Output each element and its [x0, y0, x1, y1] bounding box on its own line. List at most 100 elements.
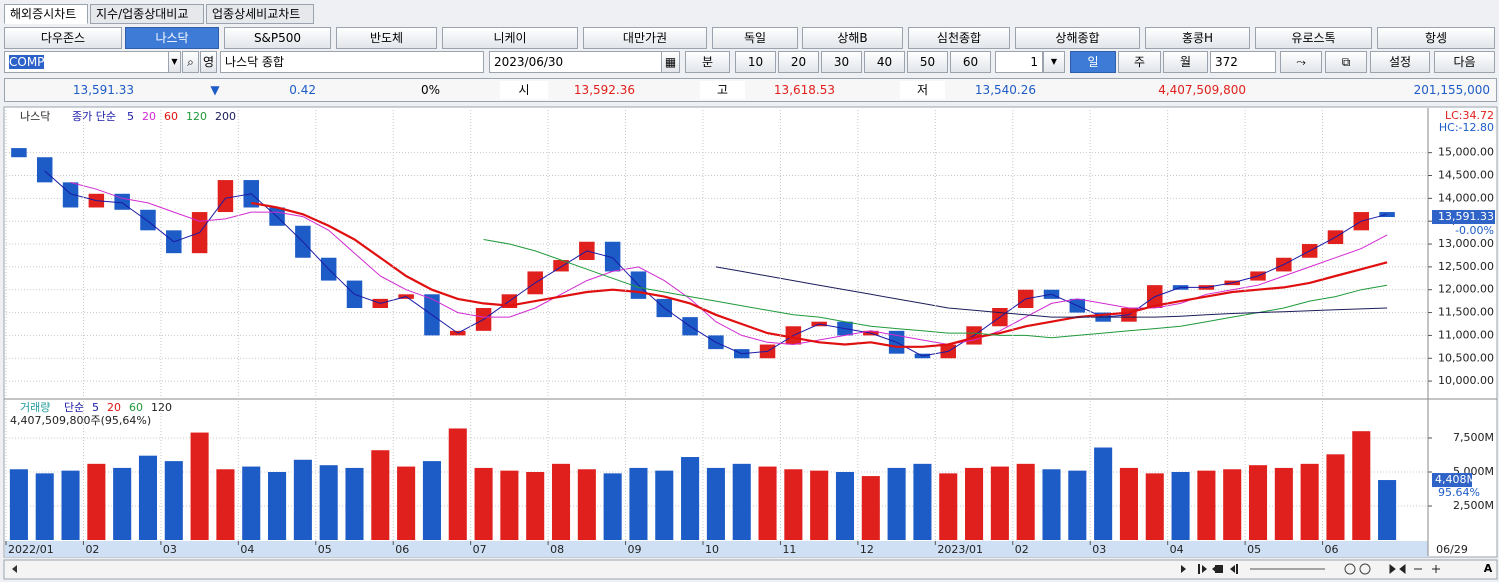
x-tick-label: 06	[1325, 543, 1339, 556]
interval-field[interactable]: 1	[995, 51, 1043, 73]
x-tick-label: 06	[395, 543, 409, 556]
minute-option[interactable]: 20	[778, 51, 819, 73]
market-button[interactable]: 유로스톡	[1255, 27, 1372, 49]
legend-entry: 20	[107, 401, 121, 414]
low-price: 13,540.26	[974, 83, 1036, 97]
volume-bar	[551, 463, 571, 540]
x-tick-label: 2023/01	[937, 543, 983, 556]
lang-button[interactable]: 영	[200, 51, 217, 73]
volume-bar	[603, 473, 622, 540]
tool-icon[interactable]	[1344, 563, 1356, 575]
market-button[interactable]: 반도체	[336, 27, 437, 49]
volume-bar	[138, 455, 158, 540]
open-label: 시	[500, 81, 548, 99]
scroll-left[interactable]	[12, 565, 17, 573]
chart-title: 나스닥	[20, 110, 50, 123]
y-tick-label: 14,000.00	[1438, 191, 1494, 204]
volume-bar	[1068, 470, 1087, 540]
market-button[interactable]: 항셍	[1377, 27, 1495, 49]
legend-entry: 120	[186, 110, 207, 123]
x-tick-label: 03	[1092, 543, 1106, 556]
zoom-controls[interactable]	[1389, 563, 1440, 575]
tab[interactable]: 해외증시차트	[4, 4, 88, 24]
market-button[interactable]: 독일	[712, 27, 798, 49]
volume-bar	[1326, 454, 1345, 540]
legend-entry: 5	[127, 110, 134, 123]
volume-bar	[1378, 480, 1397, 540]
volume-bar	[397, 466, 416, 540]
market-button[interactable]: 다우존스	[4, 27, 122, 49]
dropdown[interactable]: ▼	[168, 51, 181, 73]
legend-entry: 200	[215, 110, 236, 123]
change: 0.42	[289, 83, 316, 97]
symbol-input[interactable]: COMP	[4, 51, 170, 73]
font-button[interactable]: A	[1484, 562, 1493, 575]
market-button[interactable]: 나스닥	[125, 27, 219, 49]
ratio-label: 95.64%	[1438, 486, 1480, 499]
period-button[interactable]: 일	[1070, 51, 1116, 73]
date-field[interactable]: 2023/06/30	[489, 51, 663, 73]
tool-icon[interactable]	[1359, 563, 1371, 575]
minute-option[interactable]: 50	[907, 51, 948, 73]
candle	[11, 148, 27, 158]
volume-bar	[474, 467, 493, 540]
tab[interactable]: 업종상세비교차트	[206, 4, 314, 24]
search-button[interactable]: ⌕	[182, 51, 199, 73]
period-button[interactable]: 월	[1163, 51, 1208, 73]
volume-bar	[9, 469, 28, 540]
volume-bar	[1042, 469, 1061, 540]
minute-option[interactable]: 60	[950, 51, 991, 73]
minute-button[interactable]: 분	[685, 51, 730, 73]
period-button[interactable]: 주	[1118, 51, 1161, 73]
market-button[interactable]: 홍콩H	[1145, 27, 1250, 49]
x-tick-label: 08	[550, 543, 564, 556]
market-button[interactable]: 상해종합	[1015, 27, 1140, 49]
x-tick-label: 09	[628, 543, 642, 556]
volume-bar	[1248, 465, 1268, 540]
market-button[interactable]: 대만가권	[583, 27, 707, 49]
count-field[interactable]: 372	[1210, 51, 1276, 73]
volume: 4,407,509,800	[1158, 83, 1246, 97]
minute-option[interactable]: 40	[864, 51, 905, 73]
settings-button[interactable]: 설정	[1370, 51, 1430, 73]
candle	[62, 182, 79, 208]
last-price: 13,591.33	[72, 83, 134, 97]
tab[interactable]: 지수/업종상대비교	[90, 4, 204, 24]
volume-bar	[190, 432, 209, 540]
volume-bar	[655, 470, 674, 540]
volume-bar	[810, 470, 829, 540]
volume-bar	[1145, 473, 1164, 540]
next-button[interactable]: 다음	[1434, 51, 1495, 73]
volume-bar	[1300, 463, 1319, 540]
candle	[604, 241, 621, 272]
market-button[interactable]: 심천종합	[908, 27, 1010, 49]
volume-bar	[113, 467, 132, 540]
subtitle: 4,407,509,800주(95,64%)	[10, 414, 151, 427]
market-button[interactable]: 상해B	[802, 27, 903, 49]
y-tick-label: 2,500M	[1453, 499, 1494, 512]
y-tick-label: 11,500.00	[1438, 306, 1494, 319]
volume-bar	[1171, 471, 1190, 540]
minute-option[interactable]: 10	[735, 51, 776, 73]
volume-bar	[500, 470, 519, 540]
volume-bar	[87, 463, 106, 540]
minute-option[interactable]: 30	[821, 51, 862, 73]
chart-style-button[interactable]: ⤳	[1280, 51, 1322, 73]
volume-bar	[1223, 469, 1242, 540]
volume-bar	[861, 476, 880, 540]
market-button[interactable]: S&P500	[224, 27, 331, 49]
volume-bar	[448, 428, 467, 540]
volume-bar	[1352, 431, 1371, 540]
volume-bar	[216, 469, 235, 540]
symbol: COMP	[9, 55, 45, 69]
calendar-button[interactable]: ▦	[661, 51, 680, 73]
y-tick-label: 7,500M	[1453, 431, 1494, 444]
volume-bar	[758, 466, 777, 540]
dropdown[interactable]: ▼	[1043, 51, 1065, 73]
market-button[interactable]: 니케이	[442, 27, 578, 49]
volume-bar	[887, 467, 906, 540]
last-volume-box	[1432, 473, 1472, 488]
volume-bar	[1119, 467, 1138, 540]
scrollbar[interactable]	[3, 559, 1498, 580]
chart-style-button[interactable]: ⧉	[1325, 51, 1367, 73]
